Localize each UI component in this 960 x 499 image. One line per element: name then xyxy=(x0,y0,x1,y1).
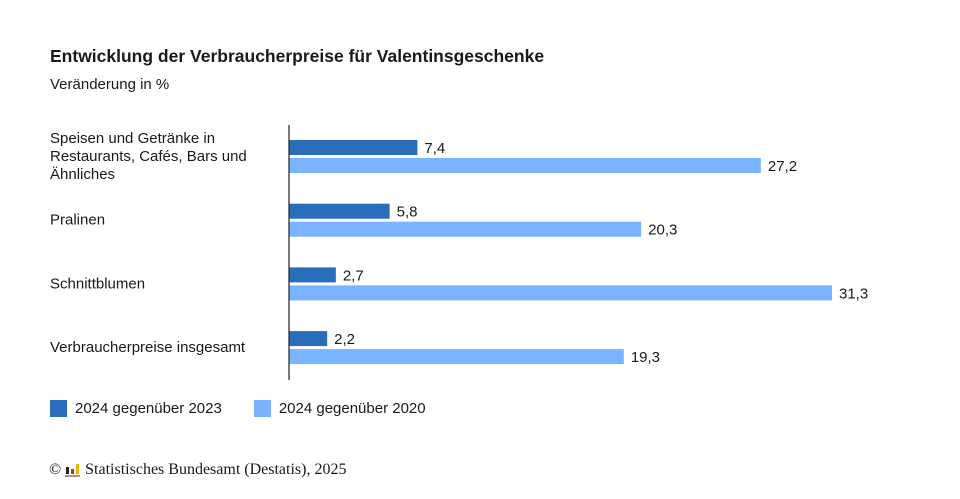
category-label: Verbraucherpreise insgesamt xyxy=(50,339,246,356)
legend-swatch xyxy=(253,400,271,417)
data-label: 2,7 xyxy=(343,267,364,284)
data-label: 31,3 xyxy=(839,285,868,302)
bar xyxy=(289,140,418,155)
chart-subtitle: Veränderung in % xyxy=(50,76,170,93)
chart-title: Entwicklung der Verbraucherpreise für Va… xyxy=(50,46,545,66)
legend-item-series-1: 2024 gegenüber 2023 xyxy=(50,400,222,417)
source-footer: © Statistisches Bundesamt (Destatis), 20… xyxy=(49,461,346,479)
bar xyxy=(289,331,328,347)
data-label: 5,8 xyxy=(397,204,418,221)
category-label: Schnittblumen xyxy=(50,275,145,292)
category-label: Pralinen xyxy=(50,212,105,229)
data-label: 7,4 xyxy=(424,140,445,157)
copyright-symbol: © xyxy=(49,461,62,478)
data-label: 27,2 xyxy=(768,158,797,175)
legend-label: 2024 gegenüber 2020 xyxy=(278,400,426,417)
legend-swatch xyxy=(50,400,67,417)
category-label: Speisen und Getränke in Restaurants, Café… xyxy=(50,130,247,183)
source-text: Statistisches Bundesamt (Destatis), 2025 xyxy=(85,461,347,478)
data-label: 20,3 xyxy=(648,222,677,239)
bar xyxy=(289,285,832,301)
bar xyxy=(289,267,336,283)
bar xyxy=(289,221,642,237)
data-label: 2,2 xyxy=(334,331,355,348)
data-label: 19,3 xyxy=(631,349,660,366)
bar xyxy=(289,349,624,365)
legend: 2024 gegenüber 2023 2024 gegenüber 2020 xyxy=(50,400,426,417)
bar xyxy=(289,203,390,219)
destatis-logo-icon xyxy=(65,464,81,477)
legend-item-series-2: 2024 gegenüber 2020 xyxy=(253,400,426,417)
legend-label: 2024 gegenüber 2023 xyxy=(75,400,222,417)
bar xyxy=(289,158,761,173)
